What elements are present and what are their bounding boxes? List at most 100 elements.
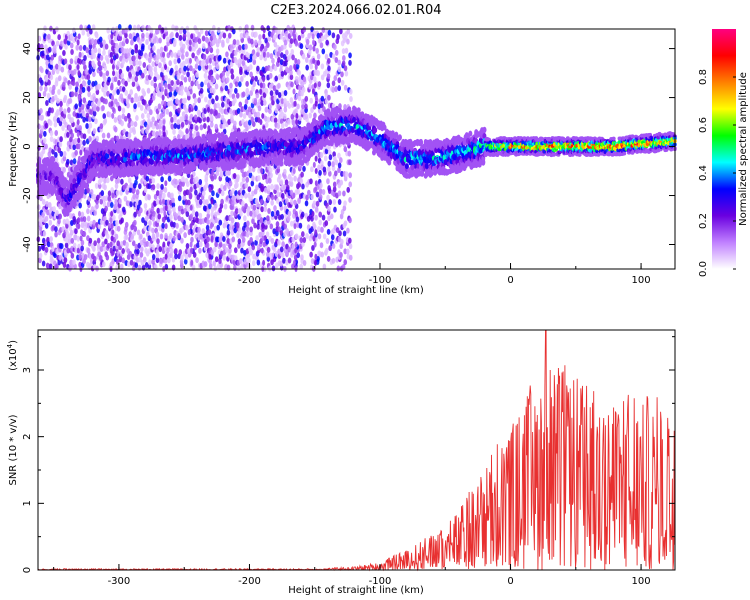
spectrogram-cell — [70, 117, 75, 124]
spectrogram-cell — [178, 34, 183, 41]
spectrogram-cell — [198, 178, 203, 185]
spectrogram-cell — [102, 245, 107, 252]
spectrogram-cell — [233, 97, 237, 104]
spectrogram-cell — [162, 33, 166, 40]
spectrogram-cell — [184, 113, 189, 120]
spectrogram-cell — [251, 175, 255, 182]
spectrogram-cell — [230, 73, 235, 80]
spectrogram-cell — [116, 207, 120, 214]
spectrogram-cell — [321, 27, 326, 34]
spectrogram-cell — [322, 166, 327, 173]
spectrogram-cell — [312, 235, 316, 242]
spectrogram-cell — [330, 234, 335, 241]
spectrogram-cell — [164, 263, 169, 270]
spectrogram-cell — [57, 34, 61, 41]
spectrogram-cell — [189, 213, 194, 220]
spectrogram-cell — [121, 257, 126, 264]
spectrogram-cell — [57, 218, 61, 225]
spectrogram-cell — [55, 40, 60, 47]
spectrogram-cell — [255, 184, 259, 191]
spectrogram-cell — [105, 70, 110, 77]
spectrogram-cell — [349, 95, 353, 102]
spectrogram-cell — [348, 59, 352, 66]
spectrogram-cell — [241, 91, 246, 98]
spectrogram-cell — [197, 97, 201, 104]
spectrogram-cell — [87, 85, 91, 92]
spectrogram-cell — [218, 54, 222, 61]
spectrogram-cell — [82, 216, 87, 223]
spectrogram-cell — [309, 251, 313, 258]
spectrogram-cell — [162, 217, 166, 224]
spectrogram-cell — [233, 247, 238, 254]
spectrogram-cell — [42, 230, 47, 237]
spectrogram-cell — [107, 111, 112, 118]
spectrogram-cell — [208, 70, 212, 77]
spectrogram-cell — [187, 199, 191, 206]
spectrogram-cell — [271, 265, 276, 272]
spectrogram-cell — [114, 199, 118, 206]
spectrogram-cell — [188, 39, 192, 46]
spectrogram-cell — [104, 43, 109, 50]
spectrogram-cell — [171, 256, 176, 263]
spectrogram-cell — [198, 247, 202, 254]
spectrogram-cell — [207, 45, 211, 52]
spectrogram-cell — [207, 82, 211, 89]
spectrogram-cell — [260, 247, 264, 254]
spectrogram-cell — [277, 173, 282, 180]
spectrogram-cell — [244, 182, 248, 189]
spectrogram-cell — [117, 155, 122, 162]
spectrogram-cell — [294, 210, 298, 217]
spectrogram-cell — [158, 246, 163, 253]
spectrogram-cell — [134, 76, 139, 83]
spectrogram-cell — [77, 77, 82, 84]
spectrogram-cell — [305, 64, 309, 71]
spectrogram-cell — [121, 86, 126, 93]
spectrogram-cell — [313, 112, 317, 119]
spectrogram-cell — [169, 248, 174, 255]
spectrogram-cell — [151, 130, 156, 137]
spectrogram-cell — [164, 74, 168, 81]
spectrogram-cell — [163, 100, 167, 107]
spectrogram-cell — [63, 257, 68, 264]
spectrogram-cell — [270, 194, 275, 201]
spectrogram-cell — [256, 111, 261, 118]
spectrogram-cell — [314, 94, 318, 101]
spectrogram-cell — [173, 58, 178, 65]
spectrogram-cell — [96, 237, 101, 244]
spectrogram-cell — [69, 229, 74, 236]
spectrogram-cell — [207, 125, 211, 132]
spectrogram-cell — [48, 219, 53, 226]
spectrogram-cell — [110, 235, 114, 242]
spectrogram-cell — [342, 190, 346, 197]
spectrogram-cell — [242, 113, 247, 120]
spectrogram-cell — [262, 241, 266, 248]
spectrogram-cell — [52, 84, 56, 91]
spectrogram-cell — [320, 251, 325, 258]
spectrogram-cell — [145, 240, 150, 247]
spectrogram-cell — [229, 82, 233, 89]
spectrogram-cell — [168, 111, 173, 118]
spectrogram-cell — [57, 75, 62, 82]
spectrogram-cell — [70, 49, 74, 56]
spectrogram-cell — [123, 195, 128, 202]
spectrogram-cell — [116, 88, 120, 95]
spectrogram-cell — [216, 224, 220, 231]
spectrogram-cell — [44, 222, 49, 229]
spectrogram-cell — [62, 218, 67, 225]
spectrogram-cell — [146, 87, 151, 94]
spectrogram-cell — [153, 66, 158, 73]
spectrogram-cell — [51, 246, 55, 253]
spectrogram-cell — [222, 236, 226, 243]
spectrogram-cell — [217, 112, 221, 119]
spectrogram-cell — [50, 54, 55, 61]
spectrogram-cell — [128, 55, 133, 62]
spectrogram-cell — [101, 86, 105, 93]
spectrogram-cell — [39, 195, 43, 202]
spectrogram-cell — [49, 130, 54, 137]
spectrogram-cell — [253, 39, 258, 46]
spectrogram-cell — [333, 155, 337, 162]
spectrogram-cell — [314, 229, 318, 236]
spectrogram-cell — [273, 205, 277, 212]
spectrogram-cell — [47, 33, 51, 40]
spectrogram-cell — [334, 86, 338, 93]
